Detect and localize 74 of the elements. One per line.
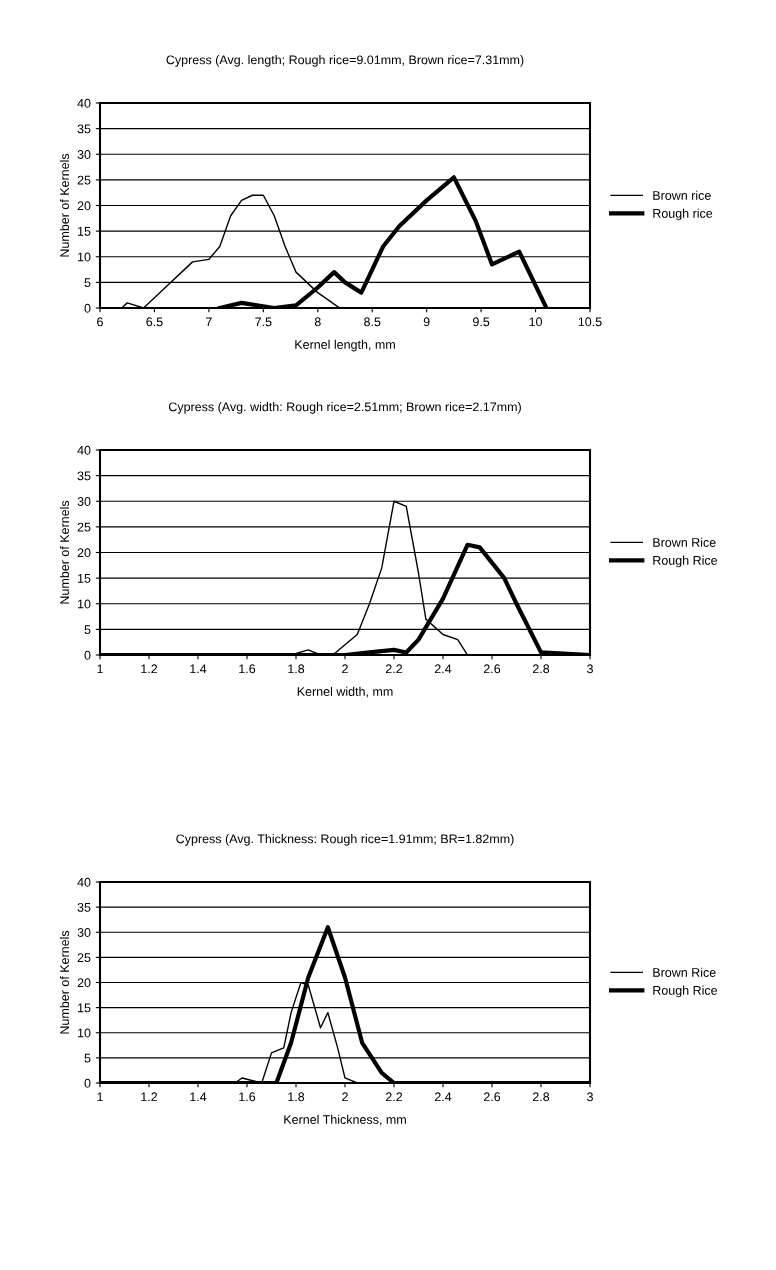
x-tick-label: 8.5 [364,317,381,327]
x-tick-label: 2.8 [532,1092,550,1102]
y-tick-label: 35 [77,902,91,912]
y-tick-label: 5 [84,625,91,635]
x-axis-title: Kernel Thickness, mm [284,1114,406,1126]
y-tick-label: 40 [77,98,91,108]
x-tick-label: 3 [587,1092,593,1102]
x-tick-label: 2.8 [532,664,550,674]
x-tick-label: 1 [97,1092,103,1102]
y-tick-label: 20 [77,978,91,988]
y-tick-label: 0 [84,1078,91,1088]
x-tick-label: 2.6 [483,664,501,674]
y-tick-label: 30 [77,150,91,159]
legend-label: Rough Rice [653,555,718,568]
x-tick-label: 1.8 [288,664,305,674]
y-tick-label: 0 [84,303,91,313]
x-tick-label: 2.4 [434,1092,452,1102]
y-tick-label: 25 [77,953,91,963]
x-axis-title: Kernel width, mm [297,686,393,698]
legend-label: Rough rice [653,208,713,221]
x-tick-label: 9.5 [473,317,490,327]
y-axis-title: Number of Kernels [59,500,70,604]
x-tick-label: 2.4 [434,664,452,674]
x-tick-label: 2.6 [483,1092,501,1102]
y-tick-label: 35 [77,471,91,481]
y-tick-label: 30 [77,928,91,937]
legend-label: Brown rice [653,190,711,200]
y-tick-label: 15 [78,574,91,583]
x-tick-label: 1.6 [239,1092,256,1102]
legend-label: Rough Rice [653,985,718,998]
x-tick-label: 10.5 [578,317,602,327]
x-tick-label: 7 [206,317,212,327]
y-tick-label: 0 [84,650,91,660]
x-tick-label: 2 [342,664,348,674]
y-tick-label: 10 [78,252,91,262]
y-tick-label: 40 [77,877,91,887]
x-tick-label: 9 [423,317,430,327]
y-tick-label: 25 [77,175,91,185]
y-tick-label: 20 [77,201,91,211]
y-tick-label: 25 [77,522,91,532]
legend-label: Brown Rice [653,967,716,977]
x-tick-label: 6.5 [146,317,163,327]
x-tick-label: 1.8 [288,1092,305,1102]
y-tick-label: 15 [78,227,91,236]
y-axis-title: Number of Kernels [59,930,70,1034]
x-axis-title: Kernel length, mm [295,339,395,352]
x-tick-label: 1.6 [239,664,256,674]
x-tick-label: 6 [97,317,103,327]
chart-title: Cypress (Avg. width: Rough rice=2.51mm; Brown rice=2.17mm) [168,402,521,414]
x-tick-label: 1.2 [141,664,158,674]
chart-title: Cypress (Avg. length; Rough rice=9.01mm, Brown rice=7.31mm) [166,55,524,67]
y-tick-label: 5 [84,1053,91,1063]
y-tick-label: 30 [77,497,91,506]
x-tick-label: 8 [314,317,321,327]
x-tick-label: 7.5 [255,317,272,327]
x-tick-label: 10 [529,317,543,327]
y-tick-label: 15 [78,1003,91,1013]
legend-label: Brown Rice [653,537,716,547]
y-tick-label: 5 [84,278,91,288]
y-tick-label: 10 [78,1028,91,1038]
y-tick-label: 40 [77,445,91,455]
x-tick-label: 3 [587,664,593,674]
x-tick-label: 1.4 [190,1092,207,1102]
x-tick-label: 1.4 [190,664,207,674]
y-tick-label: 20 [77,548,91,558]
x-tick-label: 1.2 [141,1092,158,1102]
y-tick-label: 35 [77,124,91,134]
y-tick-label: 10 [78,599,91,609]
y-axis-title: Number of Kernels [59,153,70,257]
chart-title: Cypress (Avg. Thickness: Rough rice=1.91mm; BR=1.82mm) [176,834,514,846]
x-tick-label: 1 [97,664,103,674]
x-tick-label: 2 [342,1092,348,1102]
x-tick-label: 2.2 [385,1092,403,1102]
x-tick-label: 2.2 [385,664,403,674]
